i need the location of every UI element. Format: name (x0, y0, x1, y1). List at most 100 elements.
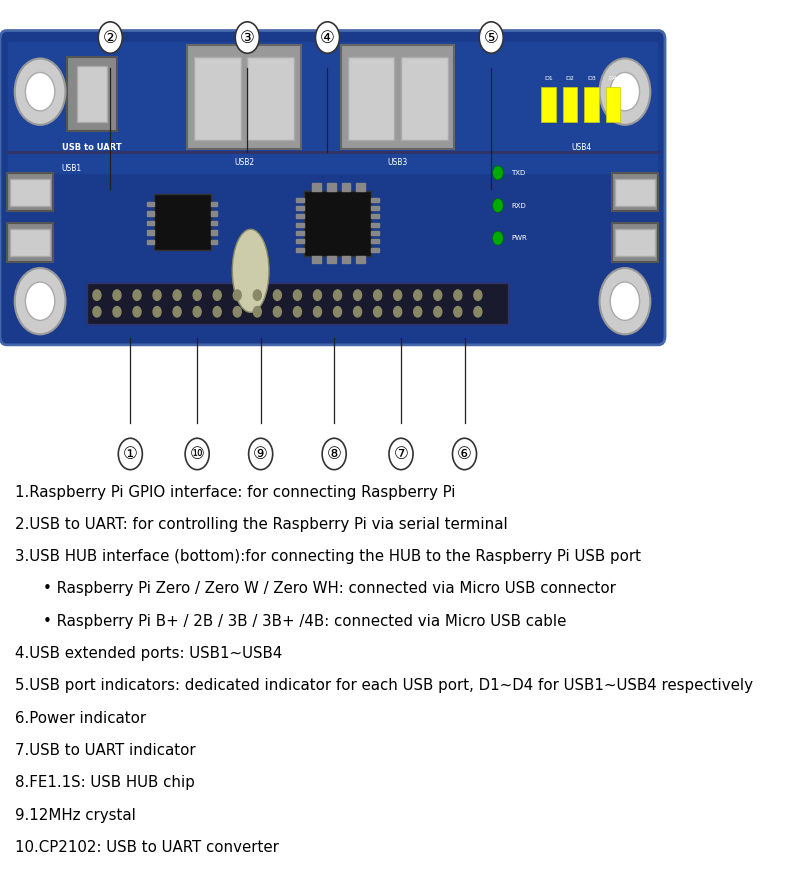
Circle shape (113, 290, 121, 300)
Bar (210, 230, 218, 235)
Circle shape (453, 438, 477, 470)
Bar (371, 231, 379, 235)
Text: ⑩: ⑩ (190, 445, 205, 463)
Bar (6, 173, 54, 211)
Circle shape (14, 268, 66, 334)
Bar (154, 194, 210, 250)
Circle shape (214, 290, 222, 300)
Bar (77, 66, 107, 122)
Circle shape (389, 438, 413, 470)
Bar (296, 231, 304, 235)
Circle shape (454, 290, 462, 300)
Circle shape (474, 306, 482, 317)
Circle shape (274, 290, 282, 300)
Bar (356, 256, 365, 264)
Circle shape (394, 306, 402, 317)
Circle shape (374, 290, 382, 300)
Text: D2: D2 (566, 76, 574, 81)
Text: USB to UART: USB to UART (62, 143, 122, 152)
Circle shape (334, 306, 342, 317)
Bar (87, 283, 508, 324)
Circle shape (610, 282, 640, 320)
Text: TXD: TXD (511, 170, 526, 175)
Bar (296, 239, 304, 244)
Circle shape (254, 306, 262, 317)
Circle shape (254, 290, 262, 300)
Circle shape (315, 22, 339, 53)
Bar (562, 86, 578, 122)
Bar (606, 86, 620, 122)
Circle shape (185, 438, 209, 470)
Bar (371, 198, 379, 202)
Circle shape (394, 290, 402, 300)
Text: USB3: USB3 (387, 158, 408, 167)
Circle shape (133, 306, 141, 317)
Circle shape (214, 306, 222, 317)
Text: ①: ① (123, 445, 138, 463)
Bar (356, 183, 365, 190)
Text: ③: ③ (240, 29, 254, 46)
Text: 6.Power indicator: 6.Power indicator (14, 711, 146, 725)
Bar (10, 230, 50, 256)
Circle shape (354, 306, 362, 317)
Bar (187, 45, 301, 149)
Text: 10.CP2102: USB to UART converter: 10.CP2102: USB to UART converter (14, 840, 278, 855)
Circle shape (493, 198, 503, 212)
Text: D3: D3 (587, 76, 596, 81)
Text: 8.FE1.1S: USB HUB chip: 8.FE1.1S: USB HUB chip (14, 775, 194, 790)
Text: PWR: PWR (511, 235, 527, 241)
Bar (347, 57, 394, 141)
Bar (615, 179, 655, 205)
Circle shape (173, 290, 181, 300)
Text: 9.12MHz crystal: 9.12MHz crystal (14, 808, 135, 822)
Bar (327, 183, 335, 190)
FancyBboxPatch shape (0, 31, 665, 345)
Circle shape (93, 290, 101, 300)
Bar (342, 256, 350, 264)
Text: 3.USB HUB interface (bottom):for connecting the HUB to the Raspberry Pi USB port: 3.USB HUB interface (bottom):for connect… (14, 549, 641, 564)
Circle shape (314, 290, 322, 300)
Circle shape (193, 290, 201, 300)
Bar (611, 173, 658, 211)
Text: D4: D4 (609, 76, 618, 81)
Ellipse shape (232, 230, 269, 313)
Circle shape (153, 306, 161, 317)
Circle shape (493, 166, 503, 180)
Text: • Raspberry Pi Zero / Zero W / Zero WH: connected via Micro USB connector: • Raspberry Pi Zero / Zero W / Zero WH: … (43, 581, 616, 596)
Text: 2.USB to UART: for controlling the Raspberry Pi via serial terminal: 2.USB to UART: for controlling the Raspb… (14, 517, 507, 532)
Bar (312, 183, 321, 190)
Text: RXD: RXD (511, 203, 526, 209)
Bar (341, 45, 454, 149)
Circle shape (479, 22, 503, 53)
Circle shape (474, 290, 482, 300)
Text: ⑧: ⑧ (326, 445, 342, 463)
Bar (342, 183, 350, 190)
Circle shape (434, 290, 442, 300)
Bar (371, 239, 379, 244)
Circle shape (493, 231, 503, 245)
Bar (371, 248, 379, 251)
Circle shape (93, 306, 101, 317)
Circle shape (414, 290, 422, 300)
Circle shape (354, 290, 362, 300)
Bar (147, 230, 154, 235)
Circle shape (98, 22, 122, 53)
Circle shape (14, 58, 66, 125)
Text: ④: ④ (320, 29, 335, 46)
Text: ⑨: ⑨ (254, 445, 268, 463)
Bar (327, 256, 335, 264)
Bar (194, 57, 241, 141)
Bar (304, 190, 371, 256)
Circle shape (274, 306, 282, 317)
Bar (371, 223, 379, 227)
Text: ⑦: ⑦ (394, 445, 409, 463)
Text: 4.USB extended ports: USB1~USB4: 4.USB extended ports: USB1~USB4 (14, 646, 282, 661)
Circle shape (454, 306, 462, 317)
Bar (147, 221, 154, 225)
Circle shape (234, 306, 242, 317)
Bar (542, 86, 556, 122)
Circle shape (374, 306, 382, 317)
Text: ②: ② (103, 29, 118, 46)
Circle shape (173, 306, 181, 317)
Bar (615, 230, 655, 256)
